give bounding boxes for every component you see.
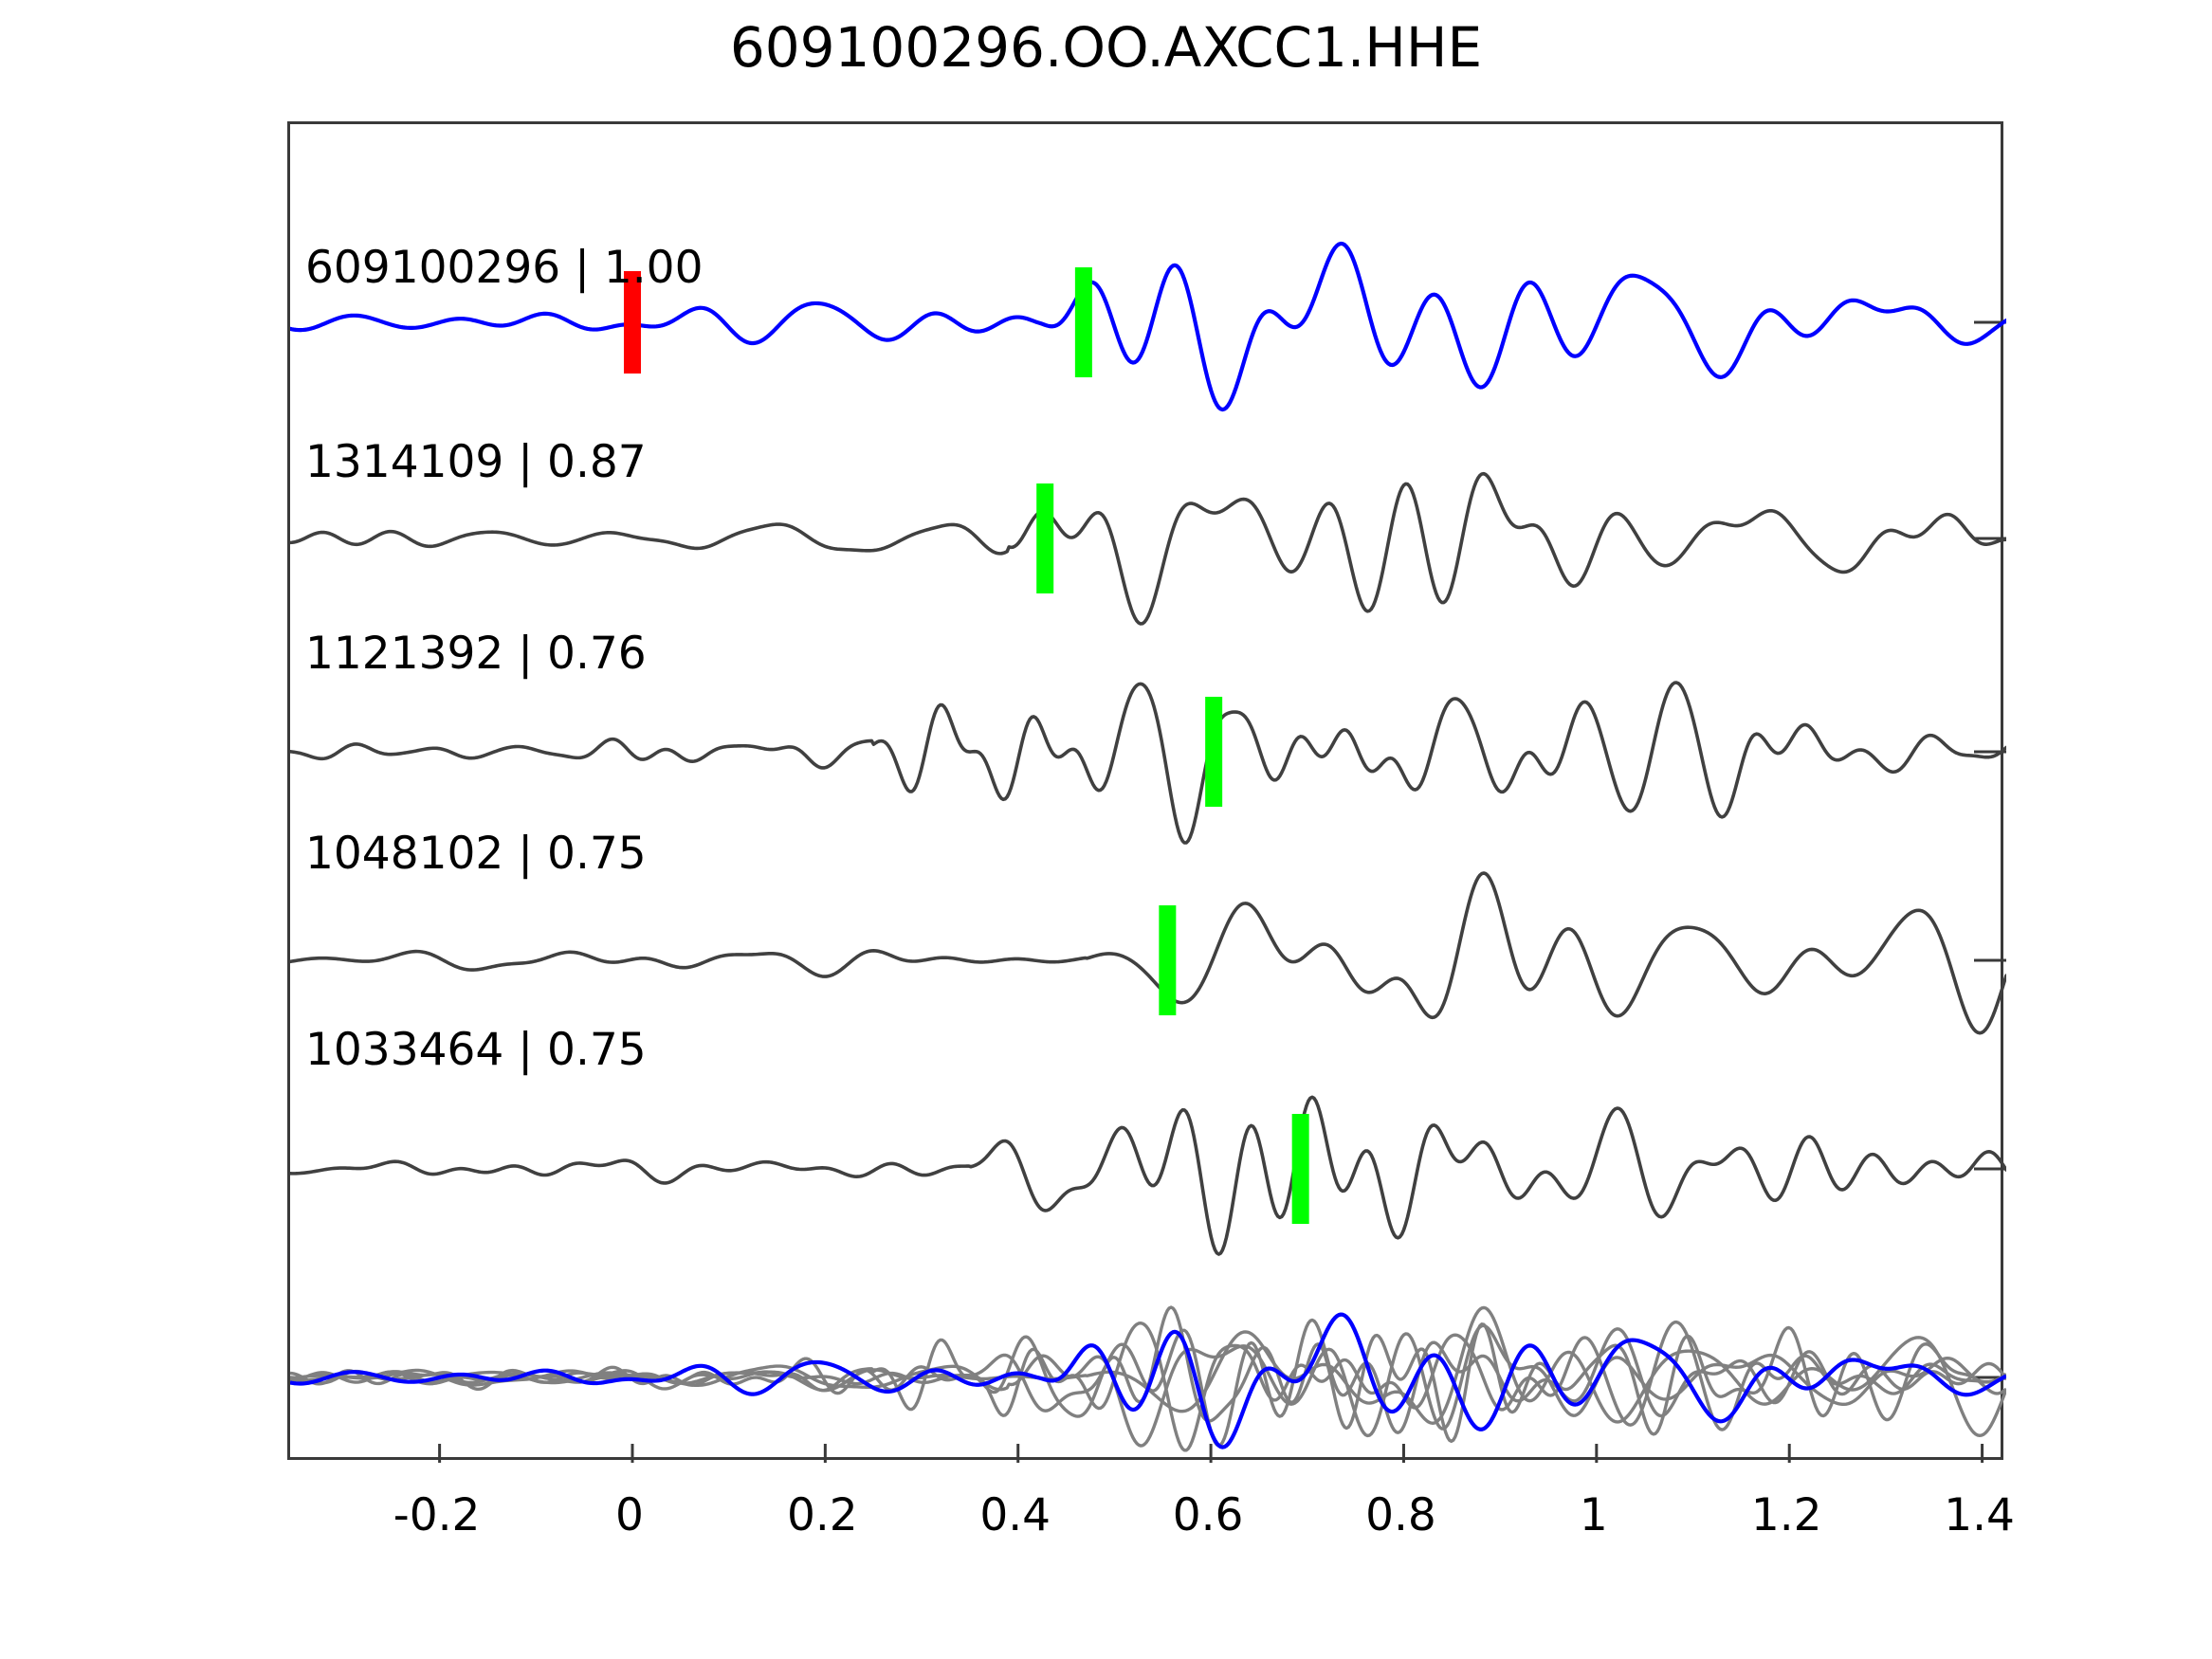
trace-label-0: 609100296 | 1.00	[305, 242, 704, 294]
phase-pick-marker	[1205, 697, 1223, 807]
waveform-trace	[290, 471, 2006, 626]
detection-pick-marker	[623, 271, 641, 374]
x-tick-label: 0	[615, 1489, 644, 1541]
x-tick-label: 0.8	[1365, 1489, 1436, 1541]
x-tick-label: 1.2	[1750, 1489, 1822, 1541]
x-tick-label: 0.2	[786, 1489, 858, 1541]
waveform-canvas	[290, 241, 2006, 1463]
waveform-trace	[290, 681, 2006, 845]
trace-label-4: 1033464 | 0.75	[305, 1024, 647, 1076]
x-tick-label: 0.4	[979, 1489, 1051, 1541]
waveform-trace	[290, 1095, 2006, 1256]
page-title: 609100296.OO.AXCC1.HHE	[729, 15, 1483, 80]
x-tick-label: 0.6	[1172, 1489, 1244, 1541]
waveform-trace	[290, 871, 2006, 1035]
x-tick-label: -0.2	[393, 1489, 481, 1541]
trace-label-2: 1121392 | 0.76	[305, 628, 647, 680]
phase-pick-marker	[1159, 905, 1177, 1015]
plot-area	[287, 121, 2006, 1463]
x-tick-label: 1	[1579, 1489, 1608, 1541]
trace-label-3: 1048102 | 0.75	[305, 828, 647, 880]
phase-pick-marker	[1074, 267, 1092, 377]
x-tick-label: 1.4	[1944, 1489, 2015, 1541]
trace-label-1: 1314109 | 0.87	[305, 436, 647, 488]
phase-pick-marker	[1036, 483, 1054, 593]
overlay-template-trace	[290, 1312, 2006, 1449]
waveform-trace	[290, 241, 2006, 412]
phase-pick-marker	[1291, 1114, 1309, 1224]
